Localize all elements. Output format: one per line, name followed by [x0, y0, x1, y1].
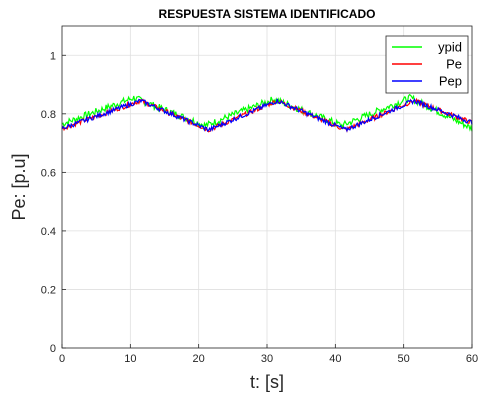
legend-label: Pe — [446, 57, 462, 72]
y-tick-label: 0.4 — [41, 226, 56, 238]
legend: ypid Pe Pep — [385, 35, 469, 94]
series-line-pep — [61, 98, 473, 133]
y-tick-label: 0.8 — [41, 109, 56, 121]
x-axis-label: t: [s] — [250, 372, 284, 392]
y-tick-label: 0.2 — [41, 284, 56, 296]
legend-label: ypid — [438, 40, 462, 55]
y-tick-label: 0.6 — [41, 167, 56, 179]
x-tick-label: 60 — [466, 353, 478, 365]
y-tick-label: 1 — [50, 50, 56, 62]
y-axis-label: Pe: [p.u] — [9, 153, 29, 220]
legend-label: Pep — [439, 74, 462, 89]
chart-title: RESPUESTA SISTEMA IDENTIFICADO — [159, 7, 376, 21]
x-tick-label: 10 — [124, 353, 136, 365]
tick-labels: 0 10 20 30 40 50 60 0 0.2 0.4 0.6 0.8 1 — [41, 50, 478, 365]
x-tick-label: 40 — [329, 353, 341, 365]
x-tick-label: 0 — [59, 353, 65, 365]
series-layer — [61, 93, 473, 133]
y-tick-label: 0 — [50, 343, 56, 355]
x-tick-label: 20 — [193, 353, 205, 365]
x-tick-label: 30 — [261, 353, 273, 365]
x-tick-label: 50 — [398, 353, 410, 365]
